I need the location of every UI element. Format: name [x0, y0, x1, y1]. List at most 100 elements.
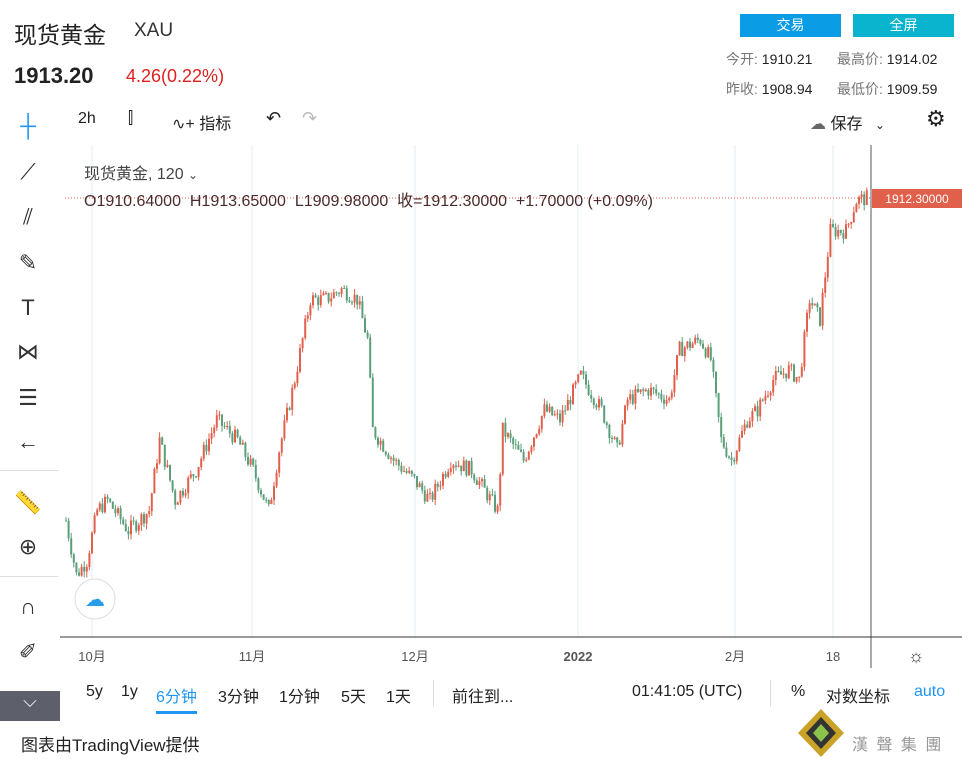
candle-body	[228, 425, 231, 434]
candle-body	[83, 566, 86, 572]
text-icon[interactable]: T	[21, 295, 35, 320]
candle-body	[803, 331, 806, 367]
candle-body	[470, 460, 473, 475]
pattern-icon[interactable]: ⋈	[17, 339, 39, 364]
price-change: 4.26(0.22%)	[126, 66, 225, 86]
save-button[interactable]: ☁ 保存 ⌄	[810, 116, 885, 133]
candle-body	[306, 315, 309, 319]
candle-body	[364, 318, 366, 333]
brush-icon[interactable]: ✎	[18, 250, 38, 275]
lock-drawings-icon[interactable]: ✐	[18, 639, 38, 664]
pitchfork-icon[interactable]: ⫽	[23, 204, 33, 229]
candle-body	[252, 458, 255, 465]
fullscreen-button[interactable]: 全屏	[853, 14, 954, 37]
legend-ohlc: O1910.64000 H1913.65000 L1909.98000 收=19…	[84, 193, 653, 210]
candle-body	[527, 451, 530, 460]
candle-body	[728, 456, 730, 458]
log-scale-toggle[interactable]: 对数坐标	[826, 689, 891, 706]
prediction-icon[interactable]: ☰	[18, 385, 38, 410]
candles-icon[interactable]: ⫿	[128, 110, 134, 127]
candle-body	[322, 293, 325, 296]
candle-body	[182, 490, 184, 496]
candle-body	[834, 226, 837, 237]
redo-icon[interactable]: ↷	[302, 108, 318, 128]
x-label: 10月	[78, 649, 105, 664]
candle-body	[397, 459, 400, 466]
candle-body	[832, 224, 834, 227]
candle-body	[127, 531, 130, 535]
trade-button[interactable]: 交易	[740, 14, 841, 37]
candle-body	[816, 303, 819, 308]
candle-body	[247, 456, 249, 465]
candle-body	[741, 431, 743, 438]
candle-body	[288, 407, 291, 410]
candle-body	[585, 374, 587, 385]
candle-body	[795, 377, 798, 382]
candle-body	[413, 474, 416, 477]
range-1d[interactable]: 1天	[386, 689, 411, 706]
candle-body	[195, 476, 197, 478]
interval-button[interactable]: 2h	[78, 110, 96, 127]
magnet-icon[interactable]: ∩	[20, 594, 36, 619]
percent-toggle[interactable]: %	[791, 683, 806, 700]
candle-body	[241, 442, 244, 445]
candle-body	[582, 370, 585, 375]
candle-body	[72, 554, 75, 563]
candle-body	[75, 562, 78, 573]
candle-body	[392, 457, 395, 461]
range-1min[interactable]: 1分钟	[279, 689, 320, 706]
candle-body	[647, 389, 650, 396]
candle-body	[382, 440, 385, 452]
candle-body	[618, 442, 621, 445]
undo-icon[interactable]: ↶	[266, 108, 282, 128]
candle-body	[296, 371, 299, 384]
collapse-toolbar-button[interactable]: ⌵	[0, 691, 60, 721]
candle-body	[605, 422, 608, 425]
candle-body	[837, 230, 840, 237]
arrow-left-icon[interactable]: ←	[17, 429, 39, 454]
range-5d[interactable]: 5天	[341, 689, 366, 706]
candle-body	[481, 479, 483, 482]
range-3min[interactable]: 3分钟	[218, 689, 259, 706]
indicators-button[interactable]: ∿+ 指标	[172, 116, 232, 133]
candle-body	[540, 415, 543, 429]
candle-body	[637, 389, 639, 392]
candle-body	[330, 298, 333, 302]
settings-icon[interactable]: ⚙	[926, 106, 946, 131]
candle-body	[520, 449, 522, 452]
x-label: 2月	[725, 649, 745, 664]
candle-body	[829, 224, 832, 257]
candle-body	[348, 300, 351, 303]
candle-body	[826, 256, 829, 278]
goto-date-button[interactable]: 前往到...	[452, 689, 514, 706]
price-chart[interactable]: 1912.30000 10月 11月 12月 2022 2月 18 ☼ ☁	[0, 0, 962, 680]
clock-time[interactable]: 01:41:05 (UTC)	[632, 683, 743, 700]
zoom-in-icon[interactable]: ⊕	[18, 534, 38, 559]
ruler-icon[interactable]: 📏	[14, 490, 42, 515]
legend-title[interactable]: 现货黄金, 120 ⌄	[84, 166, 199, 183]
chevron-down-icon: ⌄	[874, 118, 885, 132]
candle-body	[436, 483, 439, 487]
candle-body	[644, 389, 647, 391]
candle-body	[598, 399, 600, 408]
range-6min[interactable]: 6分钟	[156, 683, 197, 714]
candle-body	[579, 370, 582, 375]
candle-body	[460, 465, 463, 472]
candle-body	[512, 438, 515, 445]
candle-body	[751, 411, 754, 422]
range-5y[interactable]: 5y	[86, 683, 103, 700]
trendline-icon[interactable]: ⟋	[20, 159, 36, 184]
candle-body	[650, 387, 652, 396]
crosshair-icon[interactable]: ┼	[20, 113, 36, 138]
candle-body	[561, 410, 564, 423]
candle-body	[179, 490, 182, 503]
candle-body	[106, 496, 109, 499]
candle-body	[590, 395, 593, 399]
auto-scale-toggle[interactable]: auto	[914, 683, 946, 700]
candle-body	[260, 490, 262, 495]
range-1y[interactable]: 1y	[121, 683, 138, 700]
candle-body	[798, 376, 801, 378]
candle-body	[600, 399, 603, 406]
candle-body	[657, 393, 660, 395]
candle-body	[663, 399, 665, 404]
